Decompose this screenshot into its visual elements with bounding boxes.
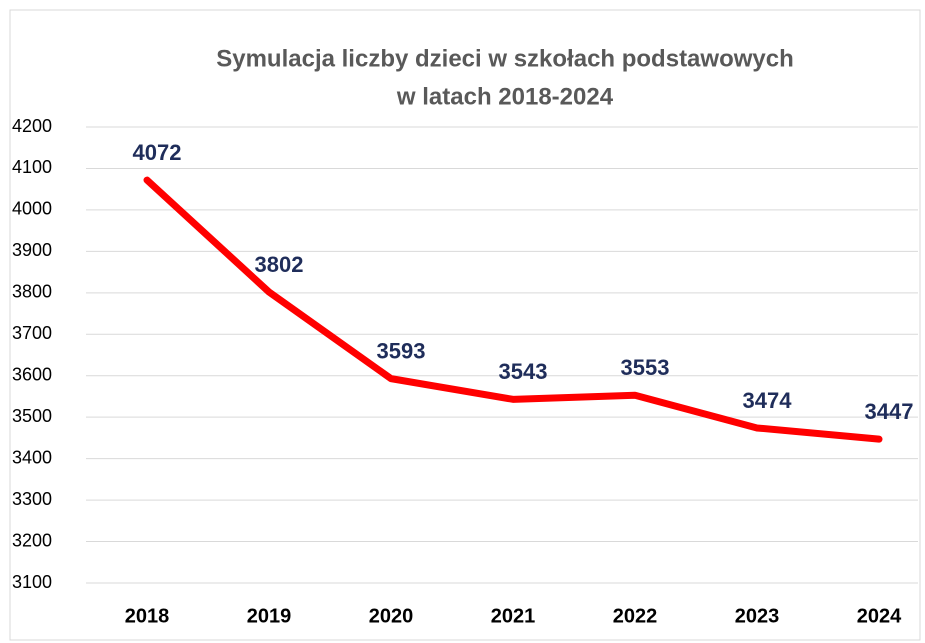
y-tick-label: 3600 [12,364,52,384]
data-label: 3474 [743,388,793,413]
x-tick-label: 2020 [369,605,414,627]
y-tick-label: 4000 [12,199,52,219]
x-tick-label: 2022 [613,605,658,627]
data-label: 4072 [133,140,182,165]
data-label: 3553 [621,355,670,380]
y-tick-label: 3100 [12,572,52,592]
data-line [143,176,883,443]
y-tick-label: 3900 [12,240,52,260]
x-tick-label: 2021 [491,605,536,627]
chart-border [9,9,921,641]
y-tick-label: 3400 [12,447,52,467]
x-tick-label: 2019 [247,605,292,627]
y-tick-label: 3700 [12,323,52,343]
x-tick-label: 2018 [125,605,170,627]
y-tick-label: 4200 [12,116,52,136]
chart-title: Symulacja liczby dzieci w szkołach podst… [216,45,794,72]
data-label: 3447 [865,399,914,424]
x-tick-label: 2024 [857,605,902,627]
y-tick-label: 3300 [12,489,52,509]
data-label: 3543 [499,359,548,384]
chart-title: w latach 2018-2024 [396,83,614,110]
y-tick-label: 3800 [12,282,52,302]
data-label: 3593 [377,338,426,363]
y-tick-label: 3200 [12,530,52,550]
data-label: 3802 [255,252,304,277]
y-tick-label: 3500 [12,406,52,426]
x-tick-label: 2023 [735,605,780,627]
y-tick-label: 4100 [12,157,52,177]
